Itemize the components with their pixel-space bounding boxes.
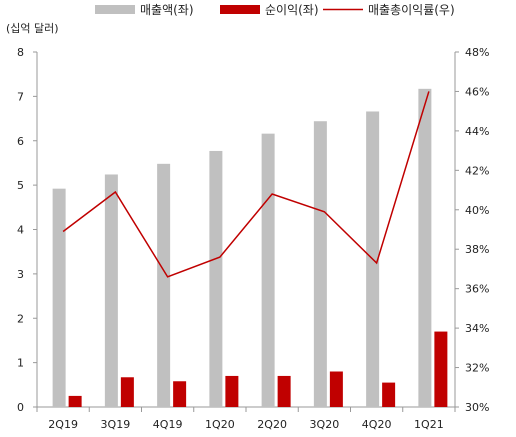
x-tick-label: 1Q21 <box>414 418 444 431</box>
revenue-bar <box>261 133 275 407</box>
left-tick-label: 7 <box>17 90 24 103</box>
revenue-bar <box>104 174 118 407</box>
left-tick-label: 2 <box>17 312 24 325</box>
left-tick-label: 6 <box>17 135 24 148</box>
revenue-bar <box>209 150 223 408</box>
left-tick-label: 3 <box>17 268 24 281</box>
bars <box>52 88 448 408</box>
left-axis-unit-label: (십억 달러) <box>6 22 59 35</box>
x-tick-label: 2Q20 <box>257 418 287 431</box>
x-tick-label: 3Q20 <box>310 418 340 431</box>
right-tick-label: 38% <box>465 243 489 256</box>
x-tick-label: 3Q19 <box>101 418 131 431</box>
net-income-bar <box>434 331 448 407</box>
net-income-bar <box>173 381 187 407</box>
left-tick-label: 4 <box>17 224 24 237</box>
left-tick-label: 1 <box>17 357 24 370</box>
revenue-bar <box>52 188 66 407</box>
right-tick-label: 32% <box>465 362 489 375</box>
x-axis-labels: 2Q19 3Q19 4Q19 1Q20 2Q20 3Q20 4Q20 1Q21 <box>48 418 443 431</box>
legend-label: 매출액(좌) <box>140 3 194 17</box>
right-tick-label: 42% <box>465 164 489 177</box>
net-income-bar <box>225 375 239 407</box>
x-tick-label: 2Q19 <box>48 418 78 431</box>
left-tick-label: 8 <box>17 46 24 59</box>
legend-label: 순이익(좌) <box>265 3 319 17</box>
right-tick-label: 46% <box>465 85 489 98</box>
x-tick-label: 4Q20 <box>362 418 392 431</box>
right-tick-label: 36% <box>465 283 489 296</box>
x-tick-label: 1Q20 <box>205 418 235 431</box>
legend-label: 매출총이익률(우) <box>368 3 455 17</box>
legend-swatch <box>220 5 260 14</box>
net-income-bar <box>68 395 82 407</box>
right-tick-label: 34% <box>465 322 489 335</box>
axes: 0 1 2 3 4 5 6 7 8 30% 32% 34% 36% 38% 40% 42% 44% 46% 48% <box>17 46 489 414</box>
revenue-bar <box>313 121 327 407</box>
right-tick-label: 40% <box>465 204 489 217</box>
right-tick-label: 48% <box>465 46 489 59</box>
net-income-bar <box>329 371 343 407</box>
gross-margin-line <box>62 91 430 278</box>
x-tick-label: 4Q19 <box>153 418 183 431</box>
legend-swatch <box>95 5 135 14</box>
left-tick-label: 5 <box>17 179 24 192</box>
right-tick-label: 44% <box>465 125 489 138</box>
net-income-bar <box>382 382 396 407</box>
revenue-bar <box>157 163 171 407</box>
revenue-bar <box>418 88 432 408</box>
right-tick-label: 30% <box>465 401 489 414</box>
margin-line <box>62 91 430 278</box>
legend: 매출액(좌) 순이익(좌) 매출총이익률(우) <box>95 3 455 17</box>
net-income-bar <box>277 375 291 407</box>
net-income-bar <box>120 377 134 407</box>
left-tick-label: 0 <box>17 401 24 414</box>
